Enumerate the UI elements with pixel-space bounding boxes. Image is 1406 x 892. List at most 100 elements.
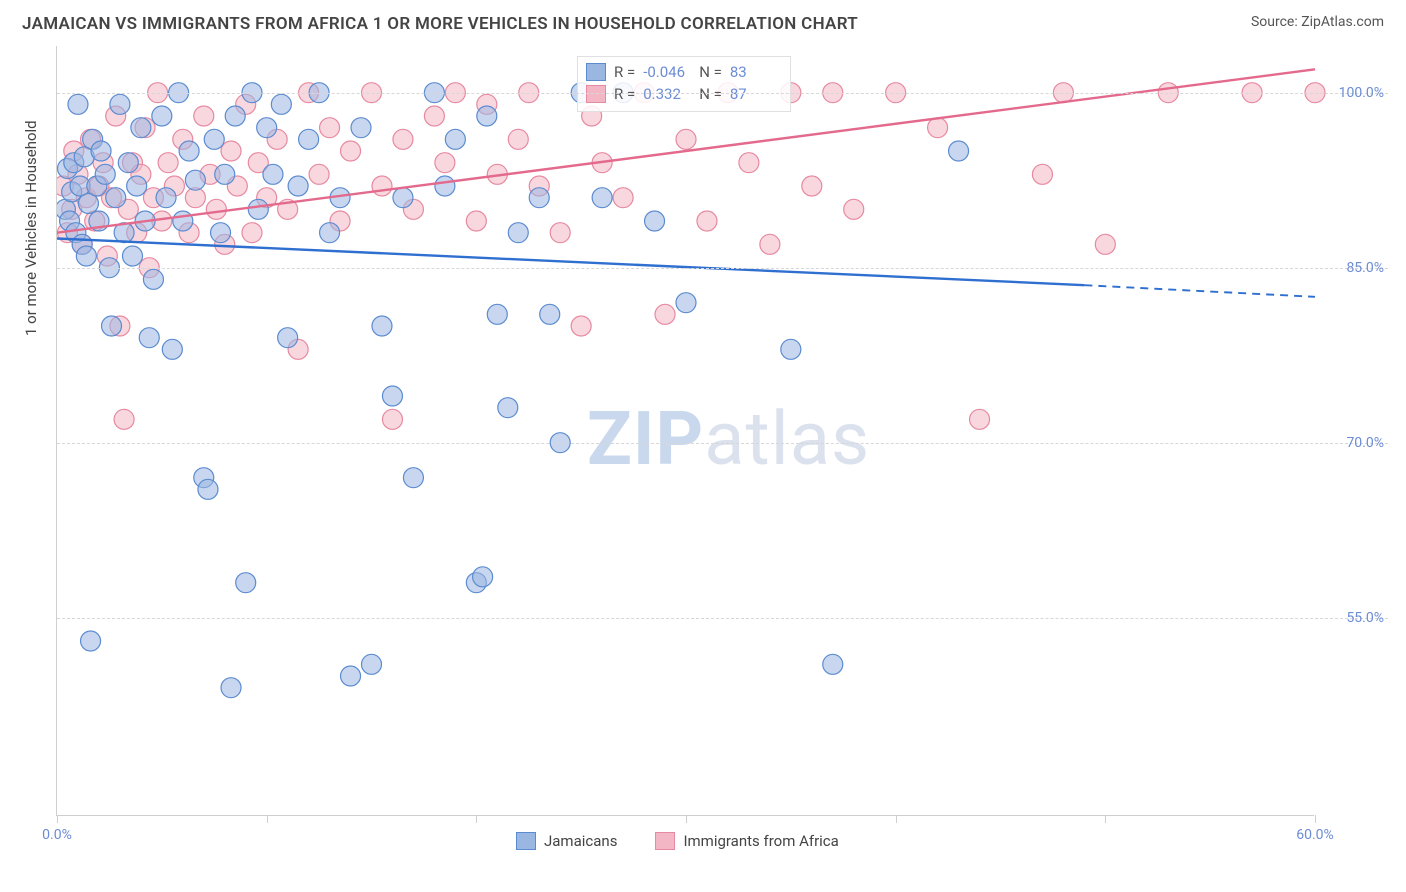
trend-line	[57, 239, 1084, 286]
data-point	[928, 118, 948, 138]
data-point	[110, 94, 130, 114]
y-tick-label: 55.0%	[1346, 610, 1384, 626]
x-tick-label: 0.0%	[42, 827, 72, 843]
data-point	[91, 141, 111, 161]
source-attr: Source: ZipAtlas.com	[1251, 14, 1384, 30]
data-point	[185, 170, 205, 190]
data-point	[403, 468, 423, 488]
data-point	[221, 678, 241, 698]
scatter-svg	[57, 46, 1387, 816]
data-point	[95, 164, 115, 184]
data-point	[393, 129, 413, 149]
data-point	[81, 631, 101, 651]
data-point	[242, 223, 262, 243]
data-point	[435, 176, 455, 196]
data-point	[198, 479, 218, 499]
legend-swatch-africa	[586, 85, 606, 103]
data-point	[143, 269, 163, 289]
data-point	[498, 398, 518, 418]
data-point	[508, 223, 528, 243]
data-point	[571, 316, 591, 336]
data-point	[613, 188, 633, 208]
data-point	[225, 106, 245, 126]
x-tick	[1105, 815, 1106, 823]
n-label: N =	[699, 83, 722, 105]
data-point	[341, 141, 361, 161]
legend-swatch-jamaicans	[516, 832, 536, 850]
gridline-h	[57, 443, 1388, 444]
x-tick	[686, 815, 687, 823]
data-point	[221, 141, 241, 161]
data-point	[248, 199, 268, 219]
n-value-jamaicans: 83	[730, 61, 778, 83]
data-point	[122, 246, 142, 266]
data-point	[540, 304, 560, 324]
data-point	[382, 386, 402, 406]
legend-swatch-africa	[655, 832, 675, 850]
data-point	[477, 106, 497, 126]
data-point	[393, 188, 413, 208]
data-point	[697, 211, 717, 231]
data-point	[760, 234, 780, 254]
n-value-africa: 87	[730, 83, 778, 105]
data-point	[106, 188, 126, 208]
data-point	[970, 409, 990, 429]
legend-swatch-jamaicans	[586, 63, 606, 81]
data-point	[645, 211, 665, 231]
data-point	[676, 129, 696, 149]
data-point	[162, 339, 182, 359]
data-point	[263, 164, 283, 184]
y-tick-label: 70.0%	[1346, 435, 1384, 451]
data-point	[118, 153, 138, 173]
data-point	[473, 567, 493, 587]
data-point	[487, 304, 507, 324]
data-point	[204, 129, 224, 149]
data-point	[550, 223, 570, 243]
data-point	[949, 141, 969, 161]
data-point	[156, 188, 176, 208]
data-point	[372, 316, 392, 336]
data-point	[466, 211, 486, 231]
data-point	[288, 176, 308, 196]
data-point	[823, 654, 843, 674]
x-tick-label: 60.0%	[1296, 827, 1334, 843]
y-tick-label: 85.0%	[1346, 260, 1384, 276]
x-tick	[896, 815, 897, 823]
x-tick	[476, 815, 477, 823]
data-point	[529, 188, 549, 208]
data-point	[424, 106, 444, 126]
data-point	[211, 223, 231, 243]
chart-title: JAMAICAN VS IMMIGRANTS FROM AFRICA 1 OR …	[22, 14, 858, 34]
correlation-legend: R = -0.046 N = 83 R = 0.332 N = 87	[577, 56, 791, 112]
data-point	[173, 211, 193, 231]
title-bar: JAMAICAN VS IMMIGRANTS FROM AFRICA 1 OR …	[0, 0, 1406, 44]
data-point	[802, 176, 822, 196]
y-tick-label: 100.0%	[1339, 85, 1384, 101]
r-label: R =	[614, 61, 635, 83]
data-point	[508, 129, 528, 149]
data-point	[257, 118, 277, 138]
series-legend: Jamaicans Immigrants from Africa	[516, 832, 839, 850]
legend-item-jamaicans: Jamaicans	[516, 832, 617, 850]
data-point	[341, 666, 361, 686]
data-point	[152, 106, 172, 126]
data-point	[194, 106, 214, 126]
plot-area: ZIPatlas R = -0.046 N = 83 R = 0.332 N =…	[56, 46, 1314, 816]
data-point	[676, 293, 696, 313]
data-point	[236, 573, 256, 593]
data-point	[739, 153, 759, 173]
data-point	[179, 141, 199, 161]
legend-label: Jamaicans	[544, 832, 617, 850]
chart-container: 1 or more Vehicles in Household ZIPatlas…	[56, 46, 1386, 816]
data-point	[139, 328, 159, 348]
data-point	[844, 199, 864, 219]
source-link[interactable]: ZipAtlas.com	[1301, 14, 1384, 30]
data-point	[592, 188, 612, 208]
data-point	[76, 246, 96, 266]
data-point	[781, 339, 801, 359]
data-point	[206, 199, 226, 219]
data-point	[320, 223, 340, 243]
legend-item-africa: Immigrants from Africa	[655, 832, 838, 850]
data-point	[114, 409, 134, 429]
r-value-africa: 0.332	[643, 83, 691, 105]
